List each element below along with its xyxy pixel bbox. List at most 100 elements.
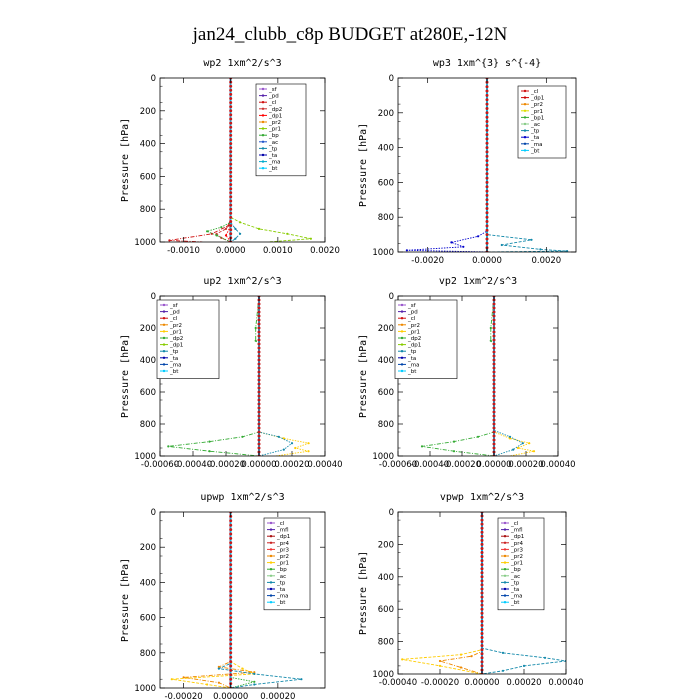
series-point — [220, 226, 223, 229]
zero-profile-marker — [492, 402, 496, 406]
series-point — [508, 435, 512, 438]
zero-profile-marker — [229, 677, 233, 681]
legend-marker — [523, 103, 527, 106]
panel-title: wp2 1xm^2/s^3 — [203, 58, 281, 69]
series-line-bp — [205, 78, 232, 242]
legend-box — [263, 517, 311, 611]
zero-profile-marker — [480, 615, 484, 619]
legend-entry: _pr4 — [276, 541, 290, 547]
series-point — [294, 446, 297, 450]
zero-profile-marker — [257, 410, 261, 414]
zero-profile-marker — [229, 638, 233, 642]
legend: _cl_mfl_dp1_pr4_pr3_pr2_pr1_bp_ac_tp_ta_… — [497, 517, 545, 611]
zero-profile-marker — [257, 318, 261, 322]
legend-marker — [523, 89, 527, 93]
zero-profile-marker — [485, 202, 489, 206]
zero-profile-marker — [492, 330, 496, 334]
legend-marker — [162, 363, 166, 366]
y-axis-label: Pressure [hPa] — [120, 118, 131, 202]
zero-profile-marker — [480, 530, 484, 534]
y-tick-label: 600 — [140, 388, 156, 398]
legend-marker — [400, 336, 404, 340]
zero-profile-marker — [229, 541, 233, 545]
series-point — [508, 437, 512, 440]
legend-marker — [523, 149, 527, 152]
zero-profile-marker — [229, 97, 233, 100]
series-point — [234, 227, 237, 230]
legend-marker — [523, 122, 527, 126]
zero-profile-marker — [480, 522, 484, 526]
legend-entry: _pr2 — [407, 323, 420, 329]
legend-marker — [269, 581, 273, 584]
panels: wp2 1xm^2/s^3 Pressure [hPa] 0 200 400 600 800… — [120, 58, 584, 700]
zero-profile-marker — [257, 430, 261, 434]
legend-marker — [162, 310, 166, 313]
legend-entry: _mfl — [510, 528, 523, 534]
legend-entry: _bp — [268, 133, 279, 139]
legend-entry: _ma — [407, 362, 419, 368]
legend-marker — [269, 594, 273, 597]
zero-profile-marker — [492, 350, 496, 354]
legend-entry: _tp — [407, 349, 417, 355]
zero-profile-marker — [229, 620, 233, 624]
legend-marker — [400, 343, 404, 346]
legend-marker — [162, 343, 166, 346]
zero-profile-marker — [485, 133, 489, 137]
zero-profile-marker — [480, 534, 484, 538]
x-tick-label: -0.00040 — [379, 678, 417, 688]
chart-panel-3: up2 1xm^2/s^3 Pressure [hPa] 0 200 400 600 800… — [120, 276, 343, 470]
series-line-dp2 — [168, 296, 260, 456]
figure-title: jan24_clubb_c8p BUDGET at280E,-12N — [192, 24, 508, 45]
zero-profile-marker — [480, 595, 484, 599]
series-point — [224, 234, 228, 237]
zero-profile-marker — [480, 628, 484, 631]
legend-marker — [269, 535, 273, 538]
zero-profile-marker — [480, 571, 484, 575]
y-tick-label: 1000 — [134, 684, 156, 694]
zero-profile-marker — [229, 109, 233, 113]
series-point — [215, 234, 218, 237]
zero-profile-marker — [229, 224, 233, 228]
zero-profile-marker — [485, 172, 489, 176]
zero-profile-marker — [480, 518, 484, 522]
legend-marker — [503, 561, 507, 564]
zero-profile-marker — [485, 124, 489, 128]
legend-marker — [162, 336, 166, 340]
zero-profile-marker — [229, 589, 233, 593]
zero-profile-marker — [257, 326, 261, 330]
panel-title: wp3 1xm^{3} s^{-4} — [433, 58, 541, 69]
legend-entry: _tp — [510, 580, 520, 586]
zero-profile-marker — [485, 220, 489, 223]
zero-profile-marker — [257, 330, 261, 334]
legend-entry: _ta — [276, 587, 285, 593]
zero-profile-marker — [480, 542, 484, 546]
zero-profile-marker — [480, 575, 484, 579]
zero-profile-marker — [492, 334, 496, 338]
zero-profile-marker — [480, 632, 484, 635]
zero-profile-marker — [480, 652, 484, 656]
zero-profile-marker — [229, 203, 233, 207]
series-point — [254, 339, 257, 342]
series-point — [168, 239, 171, 242]
series-point — [182, 676, 185, 679]
x-tick-label: -0.00020 — [207, 460, 245, 470]
series-group — [170, 512, 303, 688]
legend-marker — [162, 317, 166, 320]
zero-profile-marker — [229, 232, 233, 236]
zero-profile-marker — [257, 434, 261, 438]
zero-profile-marker — [229, 642, 233, 646]
zero-profile-marker — [257, 418, 261, 422]
legend-marker — [503, 541, 507, 544]
chart-panel-4: vp2 1xm^2/s^3 Pressure [hPa] 0 200 400 600 800… — [358, 276, 576, 470]
zero-profile-marker — [485, 128, 489, 132]
zero-profile-marker — [492, 338, 496, 342]
series-point — [532, 450, 536, 453]
y-tick-label: 400 — [140, 356, 156, 366]
legend-entry: _cl — [169, 316, 178, 322]
zero-profile-marker — [480, 607, 484, 611]
x-tick-label: 0.00020 — [508, 460, 543, 470]
x-tick-label: 0.00040 — [540, 460, 575, 470]
legend-box — [394, 299, 458, 379]
legend-marker — [523, 96, 527, 99]
zero-profile-marker — [257, 338, 261, 342]
